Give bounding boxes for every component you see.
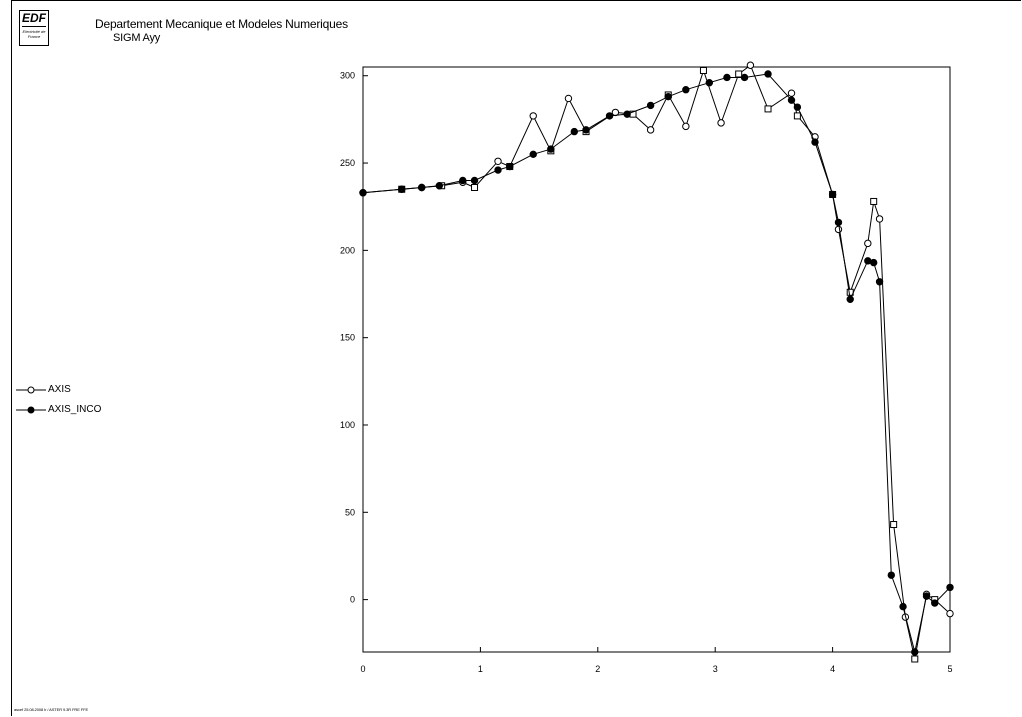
data-point bbox=[705, 79, 714, 87]
data-point bbox=[717, 119, 725, 127]
data-point bbox=[875, 215, 884, 223]
legend-label: AXIS_INCO bbox=[48, 404, 102, 415]
edf-logo: EDF Electricité de France bbox=[19, 10, 49, 46]
page-title: Departement Mecanique et Modeles Numeriq… bbox=[95, 17, 348, 31]
x-tick-label: 1 bbox=[478, 664, 483, 674]
data-point bbox=[664, 92, 672, 101]
data-point bbox=[623, 110, 631, 118]
x-axis: 0 1 2 3 4 5 bbox=[360, 647, 953, 674]
data-point bbox=[922, 592, 931, 600]
y-tick-label: 0 bbox=[350, 595, 355, 605]
data-point bbox=[946, 609, 954, 618]
page-frame bbox=[11, 0, 1021, 716]
y-axis: 0 50 100 150 200 250 300 bbox=[340, 71, 368, 605]
legend-sample-filled-circle-icon bbox=[16, 406, 46, 414]
data-point bbox=[470, 176, 479, 185]
data-point bbox=[506, 162, 514, 171]
logo-rule bbox=[22, 26, 46, 27]
data-point bbox=[435, 182, 444, 190]
data-point bbox=[570, 127, 579, 136]
x-tick-label: 5 bbox=[947, 664, 952, 674]
data-point bbox=[471, 183, 479, 191]
data-point bbox=[869, 258, 878, 267]
data-point bbox=[418, 183, 426, 192]
data-point bbox=[682, 86, 690, 94]
data-point bbox=[459, 176, 467, 185]
data-point bbox=[494, 157, 502, 165]
y-tick-label: 200 bbox=[340, 245, 355, 255]
series-layer bbox=[359, 61, 954, 663]
y-tick-label: 150 bbox=[340, 333, 355, 343]
data-point bbox=[646, 101, 655, 110]
data-point bbox=[740, 73, 749, 82]
data-point bbox=[529, 150, 537, 159]
data-point bbox=[494, 166, 502, 174]
data-point bbox=[793, 103, 802, 111]
data-point bbox=[828, 190, 837, 199]
data-point bbox=[764, 105, 772, 113]
data-point bbox=[646, 126, 655, 134]
logo-text: EDF bbox=[22, 11, 46, 25]
x-tick-label: 2 bbox=[595, 664, 600, 674]
data-point bbox=[605, 112, 614, 120]
data-point bbox=[787, 96, 796, 104]
legend-label: AXIS bbox=[48, 384, 71, 395]
logo-subtext: Electricité de France bbox=[22, 29, 46, 39]
data-point bbox=[875, 278, 884, 286]
x-tick-label: 3 bbox=[713, 664, 718, 674]
data-point bbox=[582, 126, 590, 134]
data-point bbox=[699, 66, 707, 74]
data-point bbox=[946, 583, 954, 592]
y-tick-label: 50 bbox=[345, 507, 355, 517]
data-point bbox=[846, 295, 854, 303]
data-point bbox=[359, 189, 367, 197]
data-point bbox=[746, 61, 755, 69]
data-point bbox=[887, 571, 895, 579]
data-point bbox=[864, 239, 872, 248]
y-tick-label: 250 bbox=[340, 158, 355, 168]
series-line bbox=[362, 73, 951, 653]
data-point bbox=[834, 218, 843, 227]
series-axis-inco bbox=[359, 70, 954, 656]
data-point bbox=[547, 145, 555, 153]
data-point bbox=[564, 94, 573, 103]
y-tick-label: 100 bbox=[340, 420, 355, 430]
legend-sample-open-circle-icon bbox=[16, 386, 46, 394]
data-point bbox=[764, 70, 772, 78]
data-point bbox=[787, 89, 796, 97]
data-point bbox=[723, 73, 731, 82]
chart-subtitle: SIGM Ayy bbox=[113, 32, 161, 44]
series-axis bbox=[359, 61, 954, 663]
data-point bbox=[890, 521, 898, 529]
data-point bbox=[899, 602, 907, 611]
y-tick-label: 300 bbox=[340, 71, 355, 81]
series-line bbox=[362, 64, 951, 660]
data-point bbox=[529, 112, 537, 120]
data-point bbox=[398, 185, 406, 193]
x-tick-label: 0 bbox=[360, 664, 365, 674]
data-point bbox=[793, 112, 801, 120]
data-point bbox=[911, 648, 919, 656]
data-point bbox=[911, 655, 919, 663]
data-point bbox=[834, 225, 843, 234]
data-point bbox=[735, 70, 743, 78]
data-point bbox=[811, 138, 819, 146]
footer-text: ascef 25.08.2008 Ir / ASTER 9.3R FRE FFE bbox=[14, 707, 89, 712]
x-tick-label: 4 bbox=[830, 664, 835, 674]
data-point bbox=[870, 197, 878, 205]
data-point bbox=[682, 122, 690, 131]
plot-area bbox=[362, 66, 951, 653]
data-point bbox=[931, 599, 939, 607]
